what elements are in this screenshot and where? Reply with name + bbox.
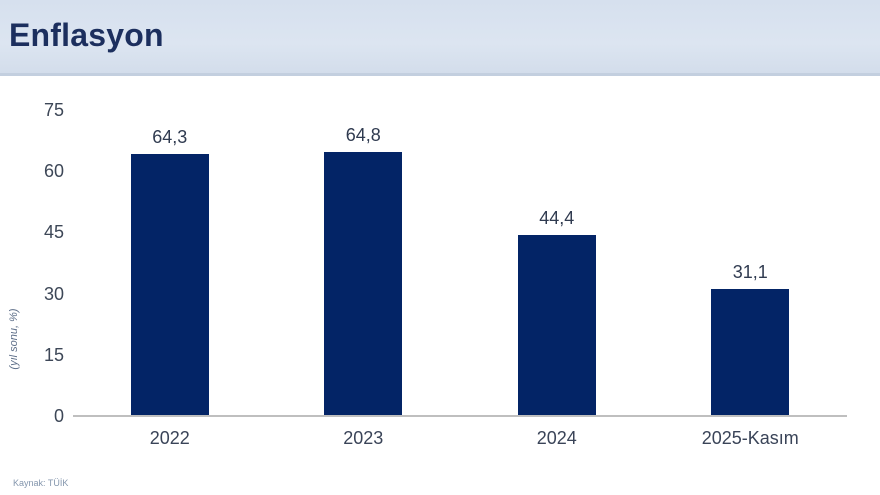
bar-value-label: 64,8 (345, 124, 381, 145)
y-tick-label: 60 (43, 161, 64, 182)
bar (711, 289, 790, 415)
y-tick-label: 75 (43, 100, 64, 120)
x-axis-line (73, 415, 847, 417)
bar (324, 151, 403, 415)
bar-chart: (yıl sonu, %) 0 15 30 45 60 75 64,3 2022 64,8 202… (0, 76, 880, 495)
x-tick-label: 2022 (149, 428, 190, 448)
bar-value-label: 64,3 (152, 126, 188, 147)
bar (517, 234, 596, 415)
slide-header: Enflasyon (0, 0, 880, 76)
page-title: Enflasyon (9, 17, 164, 53)
bar (130, 153, 209, 415)
x-tick-label: 2024 (536, 428, 577, 448)
y-tick-label: 15 (43, 344, 64, 365)
y-tick-label: 30 (43, 283, 64, 304)
source-note: Kaynak: TÜİK (13, 478, 69, 488)
y-axis-title: (yıl sonu, %) (8, 308, 20, 370)
x-tick-label: 2025-Kasım (701, 428, 799, 448)
bar-value-label: 31,1 (732, 262, 768, 283)
x-tick-label: 2023 (343, 428, 384, 448)
bar-value-label: 44,4 (539, 207, 575, 228)
y-tick-label: 45 (43, 222, 64, 243)
y-tick-label: 0 (53, 406, 64, 426)
